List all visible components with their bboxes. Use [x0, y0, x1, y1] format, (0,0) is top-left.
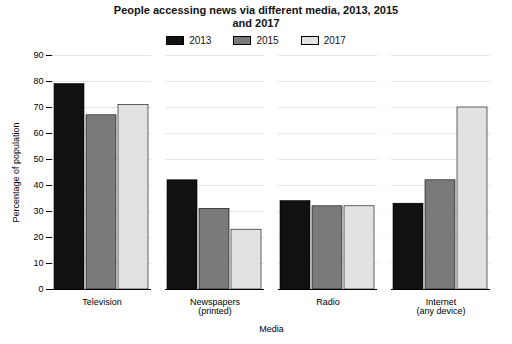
- svg-text:Television: Television: [82, 297, 122, 307]
- html-text:People accessing news via diff: People accessing news via different medi…: [113, 4, 399, 29]
- svg-text:Percentage of population: Percentage of population: [11, 122, 21, 222]
- html-text:2017: 2017: [323, 34, 346, 46]
- html-text:2013: 2013: [189, 34, 212, 46]
- svg-text:30: 30: [33, 206, 43, 216]
- html-text:2015: 2015: [256, 34, 279, 46]
- svg-text:40: 40: [33, 180, 43, 190]
- svg-text:Newspapers(printed): Newspapers(printed): [190, 297, 241, 316]
- svg-text:80: 80: [33, 76, 43, 86]
- svg-text:70: 70: [33, 102, 43, 112]
- svg-text:20: 20: [33, 232, 43, 242]
- svg-text:60: 60: [33, 128, 43, 138]
- svg-text:90: 90: [33, 50, 43, 60]
- svg-text:Radio: Radio: [316, 297, 340, 307]
- svg-text:0: 0: [38, 284, 43, 294]
- svg-text:Internet(any device): Internet(any device): [416, 297, 465, 316]
- svg-text:10: 10: [33, 258, 43, 268]
- svg-text:50: 50: [33, 154, 43, 164]
- svg-text:Media: Media: [259, 324, 284, 334]
